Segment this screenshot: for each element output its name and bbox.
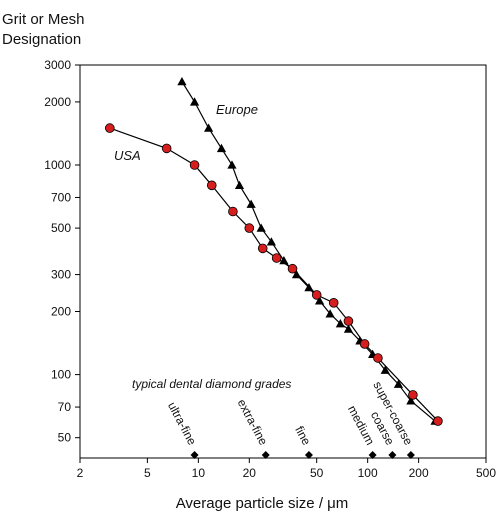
data-point-usa — [328, 298, 339, 308]
data-point-usa — [287, 263, 298, 274]
y-tick-label: 1000 — [44, 158, 71, 172]
annotations: ultra-fine extra-fine fine mediumcoarsesupe… — [165, 379, 416, 459]
data-point-usa — [228, 206, 238, 217]
data-point-usa — [206, 180, 217, 191]
data-point-europe — [314, 296, 325, 305]
grade-marker — [388, 451, 397, 459]
data-point-europe — [204, 123, 214, 132]
y-tick-label: 2000 — [44, 95, 71, 109]
grade-marker — [406, 451, 415, 459]
data-point-europe — [246, 199, 256, 208]
data-point-europe — [227, 160, 237, 169]
grade-marker — [304, 451, 313, 459]
y-axis-title-line2: Designation — [2, 31, 81, 48]
plot-area-border — [79, 64, 487, 459]
data-point-usa — [359, 339, 370, 349]
data-point-usa — [271, 253, 282, 263]
y-tick-label: 200 — [51, 305, 71, 319]
grade-marker — [261, 451, 270, 459]
data-point-europe — [266, 237, 276, 246]
grade-marker — [368, 451, 377, 459]
data-point-usa — [189, 160, 200, 170]
data-point-usa — [373, 353, 383, 363]
x-tick-label: 20 — [243, 466, 257, 480]
x-tick-label: 5 — [144, 466, 151, 480]
data-point-europe — [189, 97, 200, 106]
plot-frame — [79, 64, 487, 459]
series-label-europe: Europe — [216, 102, 258, 117]
y-tick-label: 3000 — [44, 58, 71, 72]
grade-label: ultra-fine — [165, 400, 199, 448]
y-tick-label: 100 — [51, 368, 71, 382]
x-tick-label: 200 — [409, 466, 429, 480]
series-line-usa — [109, 127, 439, 422]
grade-marker — [190, 451, 199, 459]
data-point-usa — [408, 390, 418, 400]
data-point-europe — [256, 223, 266, 232]
series-label-usa: USA — [114, 148, 141, 163]
x-axis-title: Average particle size / μm — [176, 495, 349, 512]
axis-ticks: 2 5 10 20 50 100 200 500 50 70 100 200 300 500 700 1000… — [44, 58, 496, 480]
data-point-usa — [343, 316, 354, 326]
data-point-usa — [161, 143, 172, 154]
series-line-europe — [181, 81, 436, 422]
y-tick-label: 300 — [51, 268, 71, 282]
x-tick-label: 50 — [310, 466, 324, 480]
grade-label: medium — [345, 403, 377, 447]
data-point-europe — [335, 319, 345, 328]
data-point-europe — [177, 76, 187, 86]
data-point-usa — [105, 123, 115, 133]
x-tick-label: 100 — [358, 466, 378, 480]
y-tick-label: 50 — [58, 431, 72, 445]
y-tick-label: 70 — [58, 400, 72, 414]
grades-title: typical dental diamond grades — [132, 377, 291, 391]
data-point-europe — [406, 396, 416, 405]
data-point-europe — [234, 180, 245, 189]
data-point-europe — [279, 255, 289, 265]
y-tick-label: 500 — [51, 221, 71, 235]
y-tick-label: 700 — [51, 190, 71, 204]
data-point-europe — [380, 365, 390, 374]
x-tick-label: 500 — [476, 466, 496, 480]
data-point-usa — [257, 243, 268, 254]
data-point-europe — [216, 143, 227, 153]
grade-label: fine — [292, 424, 314, 448]
x-tick-label: 2 — [77, 466, 84, 480]
data-point-europe — [325, 309, 335, 318]
y-axis-title-line1: Grit or Mesh — [2, 11, 85, 28]
x-tick-label: 10 — [192, 466, 206, 480]
data-point-usa — [311, 290, 322, 300]
grade-label: extra-fine — [235, 397, 271, 448]
series-group — [105, 76, 443, 426]
data-point-usa — [433, 416, 443, 426]
data-point-usa — [244, 223, 255, 233]
data-point-europe — [393, 379, 404, 388]
data-point-europe — [343, 324, 354, 333]
